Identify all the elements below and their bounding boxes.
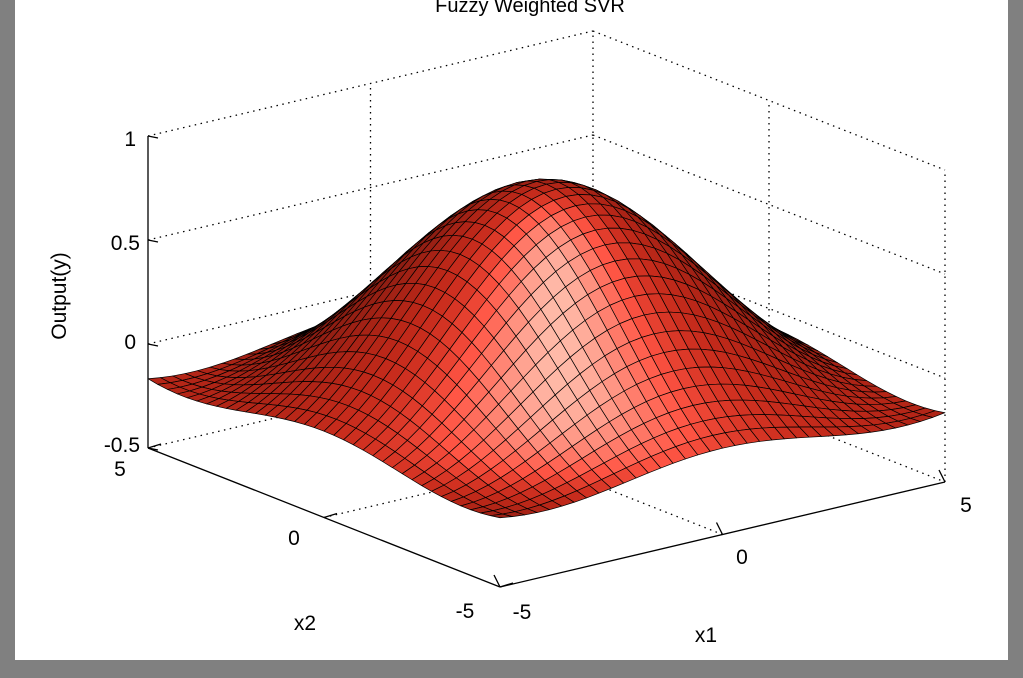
x-axis-label: x1 xyxy=(695,624,717,647)
x-tick-mark xyxy=(715,522,724,535)
z-tick-mark xyxy=(147,447,159,451)
y-tick-label: -5 xyxy=(456,600,475,623)
grid-line xyxy=(147,30,594,137)
chart-title: Fuzzy Weighted SVR xyxy=(435,0,625,17)
surface-patch xyxy=(489,513,513,519)
z-tick-mark xyxy=(147,239,159,243)
z-tick-mark xyxy=(147,343,159,347)
z-tick-label: 0 xyxy=(124,331,136,354)
axes xyxy=(147,135,946,588)
x-tick-mark xyxy=(938,469,946,483)
grid-line xyxy=(147,134,594,241)
y-tick-label: 5 xyxy=(114,458,126,481)
y-tick-label: 0 xyxy=(288,527,300,550)
z-axis-label: Output(y) xyxy=(48,252,71,340)
y-axis-label: x2 xyxy=(294,612,316,635)
x-tick-label: -5 xyxy=(513,601,532,624)
x-tick-mark xyxy=(493,574,501,588)
y-tick-mark xyxy=(147,443,162,449)
z-tick-label: 0.5 xyxy=(111,232,140,255)
y-tick-mark xyxy=(323,512,338,519)
z-tick-label: -0.5 xyxy=(104,434,140,457)
z-tick-label: 1 xyxy=(124,128,136,151)
y-tick-mark xyxy=(499,582,514,588)
x-tick-label: 5 xyxy=(960,494,972,517)
x-tick-label: 0 xyxy=(736,546,748,569)
z-tick-mark xyxy=(147,135,159,139)
surface-mesh xyxy=(147,178,946,519)
